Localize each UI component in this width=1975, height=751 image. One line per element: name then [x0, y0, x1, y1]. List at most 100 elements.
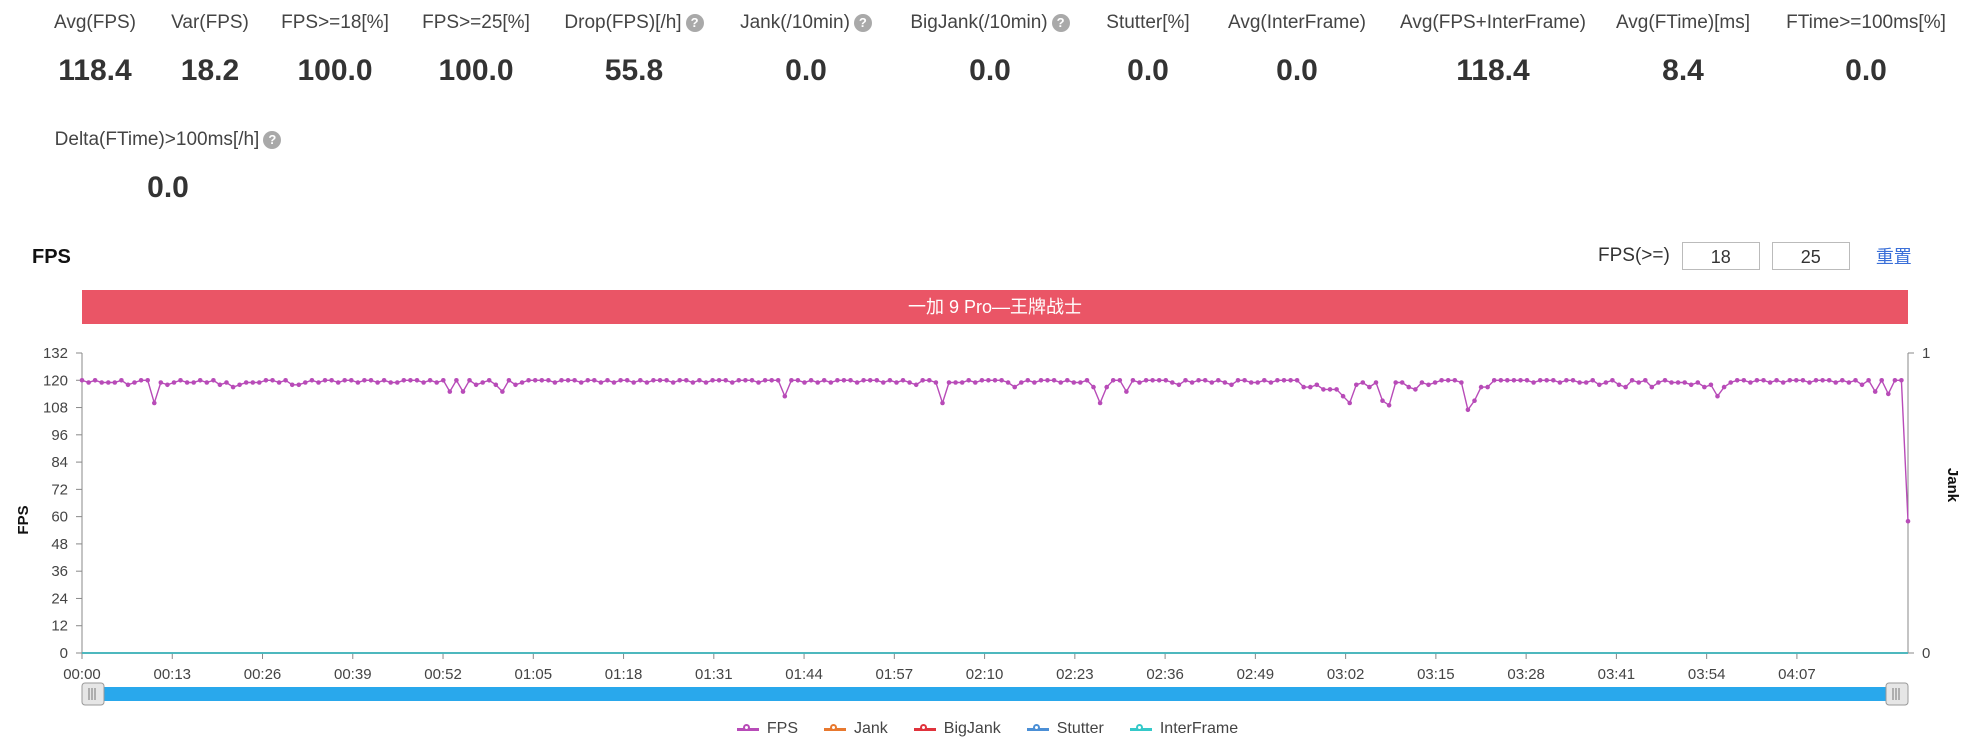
series-fps-point [1308, 384, 1313, 390]
series-fps-point [434, 380, 440, 385]
series-fps-point [1426, 382, 1431, 388]
series-fps-point [1734, 378, 1740, 383]
fps-high-input[interactable]: 25 [1771, 242, 1850, 270]
series-fps-point [119, 378, 124, 383]
series-fps-point [1669, 380, 1674, 385]
series-fps-point [1314, 382, 1320, 388]
fps-filter-label: FPS(>=) [1598, 245, 1670, 266]
help-icon[interactable]: ? [853, 14, 872, 32]
y-axis: 0 12 24 36 48 60 72 84 96 108 120 132 [43, 345, 83, 662]
series-fps-point [388, 380, 394, 385]
stat-value: 0.0 [785, 54, 827, 87]
stats_row1-stat: Drop(FPS)[/h]? 55.8 [484, 12, 784, 88]
series-fps-point [684, 378, 689, 383]
chart-title: FPS [32, 246, 71, 268]
series-fps-point [1505, 378, 1510, 383]
series-fps-point [1005, 380, 1011, 385]
series-fps-point [1452, 378, 1458, 383]
series-fps-point [322, 378, 328, 383]
series-fps-point [1695, 380, 1701, 385]
series-fps-point [1807, 380, 1812, 385]
series-fps-line [81, 378, 1909, 522]
series-fps-point [736, 378, 742, 383]
zoom-slider-track [92, 687, 1898, 701]
legend-item-stutter[interactable]: Stutter [1026, 720, 1104, 738]
series-fps-point [1275, 378, 1280, 383]
series-fps-point [1636, 380, 1641, 385]
fps-low-input[interactable]: 18 [1681, 242, 1760, 270]
series-fps-point [1833, 380, 1838, 385]
series-fps-point [572, 378, 577, 383]
series-fps-point [946, 380, 952, 385]
series-fps-point [112, 380, 118, 385]
series-fps-point [1826, 378, 1832, 383]
stat-value: 118.4 [1456, 54, 1530, 87]
x-tick-label: 03:41 [1598, 666, 1636, 683]
series-fps-point [532, 378, 538, 383]
series-fps-point [1780, 380, 1786, 385]
x-tick-label: 01:57 [876, 666, 914, 683]
x-tick-label: 01:31 [695, 666, 733, 683]
series-fps-point [303, 380, 308, 385]
series-fps-point [1866, 378, 1871, 383]
series-fps-point [243, 380, 249, 385]
legend-marker [919, 723, 927, 731]
zoom-handle-right[interactable] [1885, 682, 1909, 706]
series-fps-point [349, 378, 354, 383]
stat-label: BigJank(/10min) [910, 12, 1048, 33]
series-fps-point [913, 382, 919, 388]
series-fps-point [1570, 378, 1576, 383]
series-fps-point [106, 380, 111, 385]
series-fps-point [592, 378, 597, 383]
legend-swatch [913, 723, 936, 731]
legend-item-interframe[interactable]: InterFrame [1129, 720, 1238, 738]
series-fps-point [1498, 378, 1504, 383]
x-tick-label: 00:39 [334, 666, 372, 683]
series-fps-point [309, 378, 315, 383]
series-fps-point [973, 380, 978, 385]
series-fps-point [1485, 384, 1490, 390]
reset-link[interactable]: 重置 [1875, 247, 1912, 267]
stats_row1-stat: Var(FPS) 18.2 [60, 12, 360, 88]
legend-item-fps[interactable]: FPS [736, 720, 798, 738]
stat-value: 0.0 [1276, 54, 1318, 87]
help-icon[interactable]: ? [1051, 14, 1070, 32]
series-fps-point [979, 378, 985, 383]
series-fps-point [1702, 384, 1707, 390]
series-fps-point [1209, 380, 1215, 385]
x-tick-label: 03:02 [1327, 666, 1365, 683]
legend-label: BigJank [943, 720, 1001, 737]
legend-item-bigjank[interactable]: BigJank [913, 720, 1001, 738]
series-fps-point [1432, 380, 1438, 385]
help-icon[interactable]: ? [263, 131, 282, 149]
series-fps-point [1840, 378, 1845, 383]
y-tick-label: 96 [51, 427, 68, 444]
series-fps-point [1846, 380, 1852, 385]
help-icon[interactable]: ? [685, 14, 704, 32]
zoom-handle-left[interactable] [81, 682, 105, 706]
series-fps-point [782, 393, 788, 399]
zoom-slider[interactable] [81, 682, 1909, 706]
series-fps-point [92, 378, 98, 383]
series-fps-point [1032, 380, 1037, 385]
series-fps-point [986, 378, 991, 383]
chart-legend: FPS Jank BigJank Stutter InterFrame [0, 720, 1975, 738]
series-fps-point [368, 378, 374, 383]
series-fps-point [1524, 378, 1530, 383]
series-fps-point [1373, 380, 1379, 385]
series-fps-point [1472, 398, 1477, 403]
x-tick-label: 01:05 [515, 666, 553, 683]
stat-value: 0.0 [1845, 54, 1887, 87]
series-fps-point [651, 378, 656, 383]
series-fps-point [1662, 378, 1668, 383]
series-fps-point [158, 380, 164, 385]
series-fps-point [1682, 380, 1687, 385]
legend-item-jank[interactable]: Jank [824, 720, 888, 738]
series-fps-point [802, 380, 807, 385]
series-fps-point [966, 378, 971, 383]
stats_row1-stat: FPS>=25[%] 100.0 [326, 12, 626, 88]
series-fps-point [1445, 378, 1451, 383]
series-fps-point [1281, 378, 1287, 383]
series-fps-point [940, 400, 945, 406]
series-fps-point [585, 378, 591, 383]
